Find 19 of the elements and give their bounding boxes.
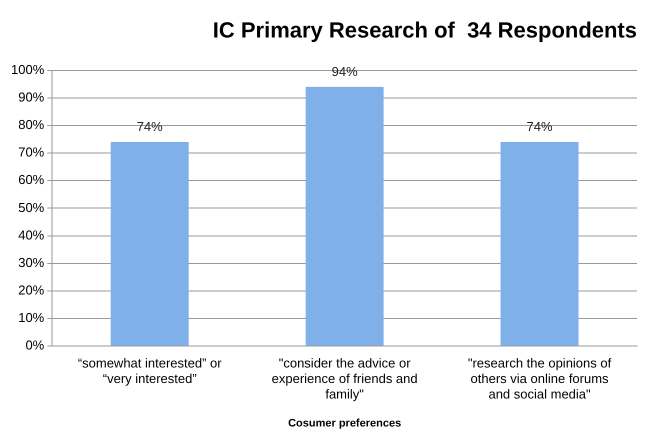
y-tick-label: 30%: [18, 254, 45, 270]
chart-title: IC Primary Research of 34 Respondents: [212, 17, 637, 42]
data-label: 74%: [136, 119, 164, 134]
y-tick-label: 10%: [18, 310, 45, 326]
y-tick-label: 90%: [18, 90, 45, 105]
y-tick-label: 20%: [18, 282, 45, 298]
x-tick-label: “somewhat interested” or “very interested”: [78, 355, 222, 386]
y-tick-label: 40%: [18, 227, 45, 242]
y-tick-label: 60%: [18, 172, 45, 188]
y-tick-label: 100%: [11, 62, 45, 77]
y-tick-label: 70%: [18, 144, 45, 160]
y-tick-label: 80%: [18, 117, 45, 132]
y-tick-label: 0%: [25, 338, 45, 353]
data-label: 74%: [526, 119, 553, 134]
y-tick-label: 50%: [18, 200, 45, 215]
x-tick-label: "research the opinions of others via online forums and social media": [468, 355, 612, 402]
x-axis-title: Cosumer preferences: [288, 417, 402, 430]
x-tick-label: "consider the advice or experience of friends and family": [272, 355, 418, 402]
data-label: 94%: [332, 64, 358, 80]
